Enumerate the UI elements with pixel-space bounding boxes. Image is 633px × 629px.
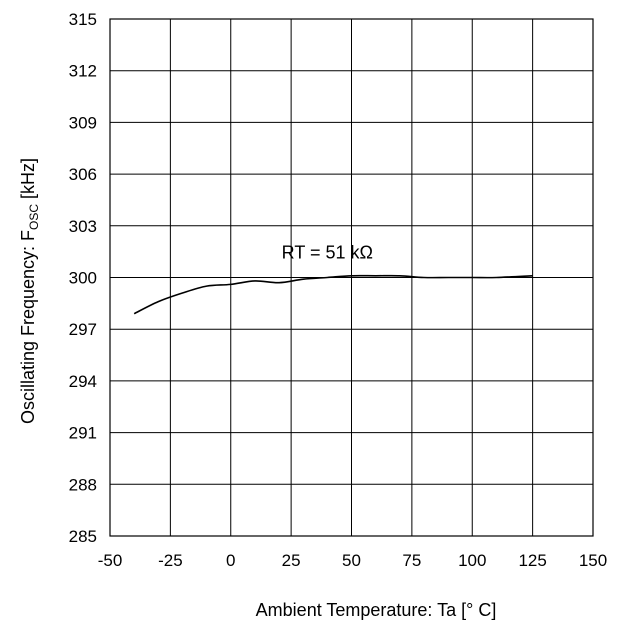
x-tick-label: -50 — [98, 551, 123, 570]
y-tick-label: 312 — [69, 62, 97, 81]
series-annotation-label: RT = 51 kΩ — [282, 242, 373, 262]
plot-area-frame — [109, 18, 594, 537]
series-line-0 — [133, 274, 533, 315]
grid-lines — [109, 18, 594, 537]
y-tick-label: 309 — [69, 113, 97, 132]
x-tick-label: 100 — [458, 551, 486, 570]
x-tick-label: 150 — [579, 551, 607, 570]
x-tick-label: 125 — [518, 551, 546, 570]
y-tick-label: 288 — [69, 475, 97, 494]
y-axis-title-main: Oscillating Frequency: F — [18, 230, 38, 424]
y-tick-label: 294 — [69, 372, 97, 391]
y-tick-label: 315 — [69, 10, 97, 29]
y-tick-label: 285 — [69, 527, 97, 546]
y-axis-title-subscript: OSC — [27, 204, 41, 230]
y-tick-label: 297 — [69, 320, 97, 339]
y-tick-label: 303 — [69, 217, 97, 236]
x-tick-label: -25 — [158, 551, 183, 570]
x-tick-label: 0 — [226, 551, 235, 570]
y-axis-title-unit: [kHz] — [18, 158, 38, 204]
y-tick-label: 306 — [69, 165, 97, 184]
y-tick-labels: 285 288 291 294 297 300 303 306 309 312 315 — [69, 10, 97, 546]
x-axis-title: Ambient Temperature: Ta [° C] — [256, 600, 497, 620]
x-tick-label: 25 — [282, 551, 301, 570]
x-tick-label: 75 — [402, 551, 421, 570]
series-layer — [133, 274, 533, 315]
x-tick-labels: -50 -25 0 25 50 75 100 125 150 — [98, 551, 607, 570]
y-tick-label: 300 — [69, 269, 97, 288]
y-tick-label: 291 — [69, 424, 97, 443]
annotations: RT = 51 kΩ — [282, 242, 373, 262]
y-axis-title: Oscillating Frequency: FOSC [kHz] — [18, 158, 41, 424]
x-tick-label: 50 — [342, 551, 361, 570]
